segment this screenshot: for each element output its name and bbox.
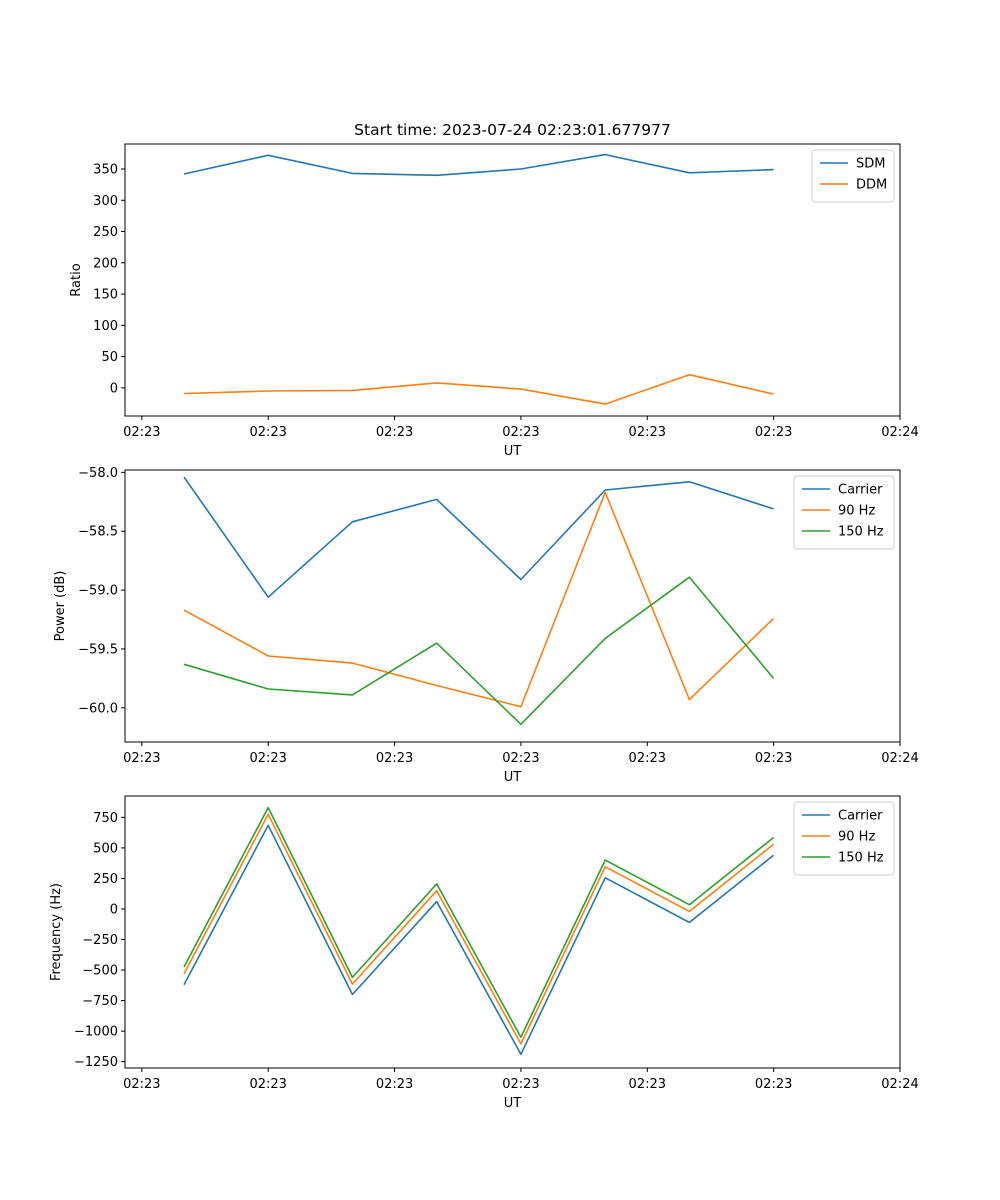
y-tick-label: −750 [82, 994, 118, 1009]
legend-label: SDM [856, 157, 885, 172]
x-axis-label: UT [504, 770, 522, 785]
legend-label: 150 Hz [838, 525, 884, 540]
x-tick-label: 02:23 [123, 1077, 160, 1092]
x-tick-label: 02:23 [502, 1077, 539, 1092]
x-tick-label: 02:23 [629, 425, 666, 440]
x-tick-label: 02:23 [502, 425, 539, 440]
x-tick-label: 02:23 [755, 1077, 792, 1092]
series-line-carrier [183, 824, 775, 1056]
x-axis-label: UT [504, 444, 522, 459]
y-axis-label: Ratio [69, 263, 84, 296]
x-tick-label: 02:23 [376, 425, 413, 440]
y-tick-label: 350 [93, 163, 118, 178]
y-tick-label: −250 [82, 933, 118, 948]
y-tick-label: 750 [93, 811, 118, 826]
y-tick-label: 0 [110, 381, 118, 396]
x-axis-label: UT [504, 1096, 522, 1111]
x-tick-label: 02:23 [249, 751, 286, 766]
y-tick-label: 0 [110, 902, 118, 917]
legend-label: 90 Hz [838, 504, 875, 519]
series-line-150-hz [183, 576, 775, 726]
legend: Carrier 90 Hz 150 Hz [793, 801, 895, 876]
y-tick-label: −58.0 [78, 466, 118, 481]
series-line-sdm [183, 153, 774, 177]
x-tick-label: 02:24 [881, 1077, 918, 1092]
y-tick-label: −58.5 [78, 525, 118, 540]
legend: Carrier 90 Hz 150 Hz [793, 475, 895, 550]
y-tick-label: 300 [93, 194, 118, 209]
series-line-carrier [183, 476, 774, 599]
legend-label: 90 Hz [838, 830, 875, 845]
y-axis-label: Power (dB) [53, 571, 68, 642]
y-tick-label: 250 [93, 872, 118, 887]
x-tick-label: 02:24 [881, 425, 918, 440]
chart-panel-1: Start time: 2023-07-24 02:23:01.67797702… [69, 121, 919, 459]
legend-label: 150 Hz [838, 851, 884, 866]
x-tick-label: 02:23 [123, 425, 160, 440]
chart-panel-2: 02:23 02:23 02:23 02:23 02:23 02:23 02:24 −60.0… [53, 466, 919, 785]
y-tick-label: 50 [101, 350, 118, 365]
y-tick-label: −59.5 [78, 642, 118, 657]
x-tick-label: 02:23 [376, 751, 413, 766]
y-tick-label: 200 [93, 256, 118, 271]
series-line-90-hz [183, 491, 775, 708]
x-tick-label: 02:23 [629, 1077, 666, 1092]
y-axis-label: Frequency (Hz) [49, 883, 64, 981]
legend: SDM DDM [811, 149, 895, 203]
x-tick-label: 02:24 [881, 751, 918, 766]
series-line-150-hz [183, 806, 775, 1038]
y-tick-label: −500 [82, 964, 118, 979]
x-tick-label: 02:23 [376, 1077, 413, 1092]
x-tick-label: 02:23 [123, 751, 160, 766]
legend-label: Carrier [838, 483, 883, 498]
y-tick-label: −59.0 [78, 584, 118, 599]
y-tick-label: −1250 [74, 1055, 118, 1070]
x-tick-label: 02:23 [249, 425, 286, 440]
chart-panel-3: 02:23 02:23 02:23 02:23 02:23 02:23 02:24 −1250… [49, 795, 919, 1111]
y-tick-label: 500 [93, 841, 118, 856]
x-tick-label: 02:23 [249, 1077, 286, 1092]
x-tick-label: 02:23 [755, 425, 792, 440]
axes-frame [124, 795, 901, 1069]
legend-label: Carrier [838, 809, 883, 824]
axes-frame [124, 469, 901, 743]
axes-frame [124, 143, 901, 417]
series-line-ddm [183, 373, 774, 405]
y-tick-label: 100 [93, 319, 118, 334]
y-tick-label: −60.0 [78, 701, 118, 716]
x-tick-label: 02:23 [629, 751, 666, 766]
x-tick-label: 02:23 [755, 751, 792, 766]
chart-title: Start time: 2023-07-24 02:23:01.677977 [354, 121, 671, 139]
legend-label: DDM [856, 178, 887, 193]
y-tick-label: 150 [93, 288, 118, 303]
series-line-90-hz [183, 813, 775, 1045]
x-tick-label: 02:23 [502, 751, 539, 766]
y-tick-label: −1000 [74, 1025, 118, 1040]
y-tick-label: 250 [93, 225, 118, 240]
